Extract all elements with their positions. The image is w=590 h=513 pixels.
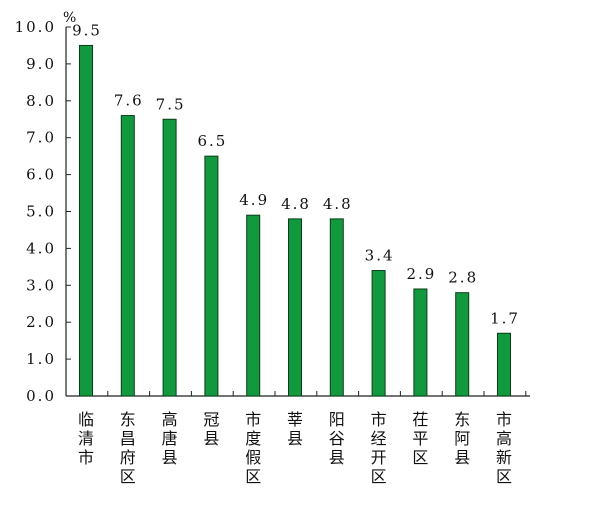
category-label: 市度假区 [245,410,261,486]
bar [246,214,261,397]
y-tick-label: 9.0 [26,55,56,73]
y-tick-labels: 0.0 1.0 2.0 3.0 4.0 5.0 6.0 7.0 8.0 9.0 10.0 [15,18,56,405]
bar-value-label: 7.6 [114,92,144,110]
category-label: 高唐县 [162,410,178,467]
bar [413,288,428,397]
bar [329,218,344,397]
y-tick-label: 8.0 [26,92,56,110]
y-tick-label: 1.0 [26,350,56,368]
bar-value-label: 3.4 [365,247,395,265]
category-label: 东昌府区 [120,410,136,486]
y-tick-label: 0.0 [26,387,56,405]
bar-value-label: 2.9 [406,265,436,283]
category-label: 阳谷县 [329,410,345,467]
bar [79,44,93,397]
bars [79,44,511,397]
category-label: 市经开区 [371,410,387,486]
bar [497,332,511,397]
category-label: 东阿县 [454,410,470,467]
bar-value-label: 4.8 [323,195,353,213]
category-label: 茌平区 [412,410,428,467]
y-tick-label: 4.0 [26,239,56,257]
y-tick-label: 6.0 [26,166,56,184]
y-tick-label: 7.0 [26,129,56,147]
bar [455,292,470,397]
axes [65,26,530,397]
bar-value-label: 1.7 [490,309,520,327]
value-labels: 9.5 7.6 7.5 6.5 4.9 4.8 4.8 3.4 2.9 2.8 1.7 [72,21,520,327]
category-label: 莘县 [287,410,303,448]
bar [204,155,219,397]
bar-value-label: 2.8 [448,269,478,287]
category-label: 临清市 [78,410,94,467]
bar [120,115,135,397]
bar [288,218,302,397]
y-tick-label: 2.0 [26,313,56,331]
y-tick-label: 3.0 [26,276,56,294]
category-label: 冠县 [203,410,219,448]
bar [162,118,177,397]
category-label: 市高新区 [496,410,512,486]
bar-value-label: 6.5 [197,132,227,150]
bar-value-label: 4.9 [239,191,269,209]
y-tick-label: 5.0 [26,203,56,221]
bar-value-label: 9.5 [72,21,102,39]
y-tick-label: 10.0 [15,18,56,36]
bar [371,270,386,397]
bar-value-label: 4.8 [281,195,311,213]
y-unit-label: % [63,10,76,26]
bar-value-label: 7.5 [156,95,186,113]
category-labels: 临清市 东昌府区 高唐县 冠县 市度假区 莘县 阳谷县 市经开区 茌平区 东阿县 市高新区 [78,410,512,486]
